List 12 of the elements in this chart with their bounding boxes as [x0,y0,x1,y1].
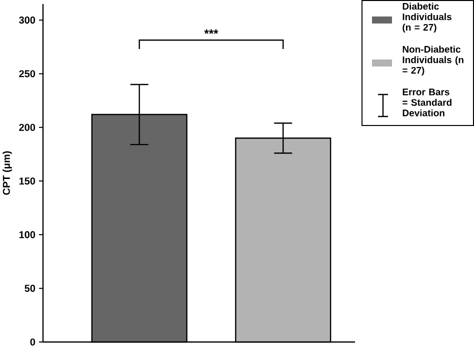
legend-label: Non-Diabetic Individuals (n = 27) [402,46,464,76]
y-tick-label: 50 [24,284,36,292]
text: Error Bars = Standard Deviation [402,88,452,116]
annotation: *** [204,29,218,34]
y-tick-label: 0 [30,338,36,346]
y-tick-label: 150 [19,178,36,185]
legend-label: Diabetic Individuals (n = 27) [402,2,452,33]
y-axis-title: CPT (μm) [2,151,12,195]
y-tick-label: 300 [19,16,36,24]
y-tick-label: 250 [19,70,36,78]
y-tick-label: 100 [19,231,36,238]
y-tick-label: 200 [19,124,36,131]
